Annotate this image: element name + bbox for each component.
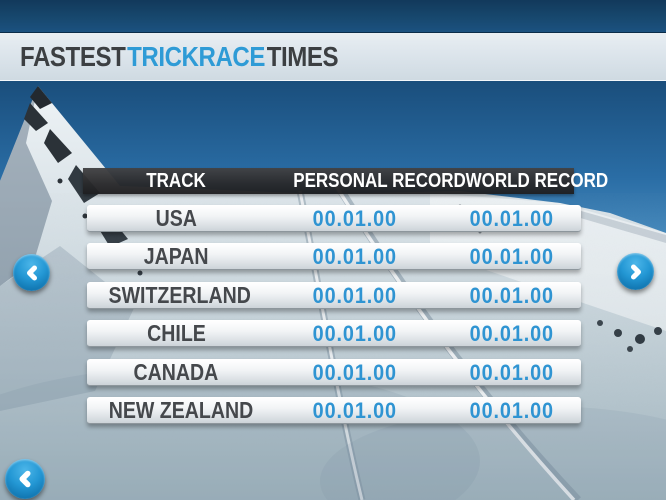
personal-record-time: 00.01.00: [312, 206, 398, 231]
table-row-usa: USA 00.01.00 00.01.00: [87, 205, 581, 232]
personal-record-time: 00.01.00: [312, 398, 398, 423]
track-name: CHILE: [146, 320, 206, 346]
world-record-time: 00.01.00: [469, 398, 555, 423]
chevron-right-icon: [626, 262, 646, 282]
title-word-times: TIMES: [266, 40, 339, 72]
table-row-new-zealand: NEW ZEALAND 00.01.00 00.01.00: [87, 397, 581, 424]
title-bar: FASTESTTRICKRACETIMES: [0, 33, 666, 81]
page-title: FASTESTTRICKRACETIMES: [20, 40, 339, 73]
track-name: CANADA: [133, 359, 219, 385]
column-header-world-record: WORLD RECORD: [465, 170, 609, 192]
personal-record-time: 00.01.00: [312, 360, 398, 385]
personal-record-time: 00.01.00: [312, 244, 398, 269]
previous-page-button[interactable]: [13, 254, 50, 291]
column-header-track: TRACK: [146, 170, 206, 192]
table-row-canada: CANADA 00.01.00 00.01.00: [87, 359, 581, 386]
top-navy-bar: [0, 0, 666, 33]
back-button[interactable]: [5, 459, 45, 499]
table-row-switzerland: SWITZERLAND 00.01.00 00.01.00: [87, 282, 581, 309]
world-record-time: 00.01.00: [469, 321, 555, 346]
world-record-time: 00.01.00: [469, 360, 555, 385]
track-name: NEW ZEALAND: [108, 397, 254, 423]
column-header-personal-record: PERSONAL RECORD: [293, 170, 466, 192]
next-page-button[interactable]: [617, 253, 654, 290]
world-record-time: 00.01.00: [469, 283, 555, 308]
personal-record-time: 00.01.00: [312, 321, 398, 346]
title-word-fastest: FASTEST: [20, 40, 126, 72]
table-row-chile: CHILE 00.01.00 00.01.00: [87, 320, 581, 347]
world-record-time: 00.01.00: [469, 244, 555, 269]
table-row-japan: JAPAN 00.01.00 00.01.00: [87, 243, 581, 270]
chevron-left-icon: [14, 468, 36, 490]
personal-record-time: 00.01.00: [312, 283, 398, 308]
title-word-trickrace: TRICKRACE: [127, 40, 266, 72]
track-name: SWITZERLAND: [108, 282, 251, 308]
chevron-left-icon: [22, 263, 42, 283]
track-name: USA: [155, 205, 197, 231]
track-name: JAPAN: [143, 243, 209, 269]
table-header: TRACK PERSONAL RECORD WORLD RECORD: [83, 168, 609, 194]
world-record-time: 00.01.00: [469, 206, 555, 231]
